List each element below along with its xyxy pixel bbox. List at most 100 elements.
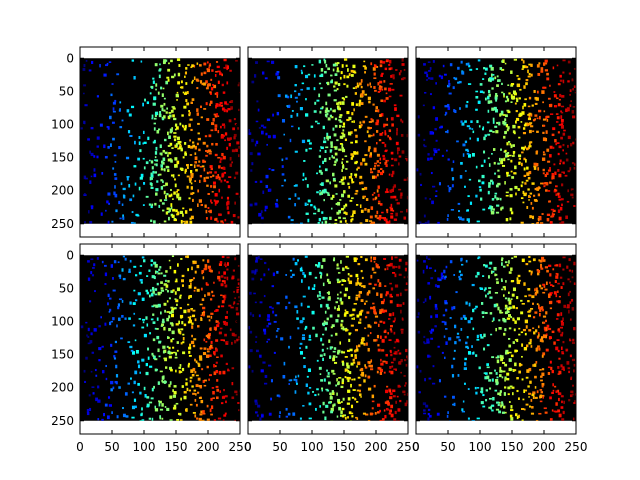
pixel-blob — [319, 190, 321, 192]
pixel-blob — [360, 342, 364, 345]
pixel-blob — [141, 256, 145, 259]
pixel-blob — [164, 309, 166, 313]
pixel-blob — [360, 285, 364, 288]
pixel-blob — [532, 258, 536, 262]
pixel-blob — [223, 67, 227, 69]
pixel-blob — [543, 407, 547, 410]
pixel-blob — [458, 216, 462, 221]
pixel-blob — [385, 59, 389, 62]
pixel-blob — [375, 142, 378, 145]
pixel-blob — [384, 67, 388, 71]
pixel-blob — [322, 160, 324, 165]
pixel-blob — [115, 374, 119, 378]
pixel-blob — [537, 218, 540, 222]
pixel-blob — [560, 125, 564, 129]
pixel-blob — [525, 325, 528, 329]
pixel-blob — [316, 388, 319, 391]
pixel-blob — [484, 97, 487, 101]
pixel-blob — [201, 82, 204, 86]
pixel-blob — [108, 404, 113, 407]
pixel-blob — [208, 149, 212, 153]
pixel-blob — [149, 182, 152, 185]
pixel-blob — [373, 86, 376, 89]
pixel-blob — [192, 144, 196, 148]
pixel-blob — [515, 97, 518, 100]
pixel-blob — [213, 113, 217, 116]
pixel-blob — [332, 404, 335, 408]
pixel-blob — [388, 129, 392, 133]
pixel-blob — [202, 312, 205, 317]
pixel-blob — [538, 304, 540, 308]
pixel-blob — [475, 95, 479, 99]
pixel-blob — [154, 358, 158, 361]
pixel-blob — [214, 115, 218, 118]
pixel-blob — [197, 391, 200, 394]
pixel-blob — [467, 220, 470, 223]
pixel-blob — [151, 275, 155, 279]
pixel-blob — [401, 78, 404, 81]
pixel-blob — [359, 318, 362, 321]
image-background — [80, 255, 240, 421]
pixel-blob — [194, 398, 197, 402]
pixel-blob — [150, 85, 154, 88]
pixel-blob — [133, 265, 137, 268]
pixel-blob — [358, 312, 362, 316]
pixel-blob — [363, 379, 366, 383]
pixel-blob — [481, 311, 485, 315]
pixel-blob — [258, 314, 261, 318]
pixel-blob — [295, 184, 298, 187]
pixel-blob — [446, 149, 448, 152]
pixel-blob — [210, 312, 214, 315]
pixel-blob — [326, 132, 329, 137]
x-tick-label: 50 — [272, 440, 287, 454]
pixel-blob — [371, 407, 374, 410]
pixel-blob — [206, 61, 209, 64]
pixel-blob — [507, 110, 511, 114]
pixel-blob — [423, 138, 426, 141]
pixel-blob — [96, 155, 99, 159]
pixel-blob — [238, 338, 240, 341]
pixel-blob — [542, 396, 545, 399]
pixel-blob — [572, 141, 575, 145]
pixel-blob — [148, 159, 151, 162]
pixel-blob — [160, 289, 165, 292]
pixel-blob — [200, 72, 203, 76]
pixel-blob — [374, 321, 378, 324]
pixel-blob — [377, 185, 380, 189]
pixel-blob — [179, 371, 183, 373]
pixel-blob — [97, 418, 100, 421]
pixel-blob — [534, 102, 538, 105]
pixel-blob — [539, 394, 543, 399]
pixel-blob — [148, 294, 151, 298]
pixel-blob — [152, 313, 155, 316]
pixel-blob — [563, 400, 565, 404]
pixel-blob — [563, 368, 565, 371]
pixel-blob — [429, 157, 433, 161]
pixel-blob — [568, 269, 571, 272]
pixel-blob — [557, 392, 561, 395]
pixel-blob — [84, 221, 86, 224]
pixel-blob — [196, 87, 199, 90]
pixel-blob — [553, 91, 556, 93]
pixel-blob — [402, 302, 405, 305]
pixel-blob — [504, 363, 508, 367]
pixel-blob — [535, 150, 539, 153]
pixel-blob — [99, 64, 101, 68]
pixel-blob — [387, 87, 392, 92]
pixel-blob — [215, 348, 218, 352]
pixel-blob — [217, 70, 221, 73]
pixel-blob — [341, 169, 343, 172]
pixel-blob — [369, 134, 373, 137]
pixel-blob — [546, 172, 549, 176]
pixel-blob — [533, 331, 536, 335]
pixel-blob — [365, 413, 369, 416]
pixel-blob — [210, 185, 213, 188]
pixel-blob — [226, 256, 230, 259]
pixel-blob — [502, 357, 504, 360]
pixel-blob — [386, 159, 390, 162]
pixel-blob — [546, 148, 550, 152]
pixel-blob — [356, 82, 359, 85]
pixel-blob — [346, 349, 350, 352]
pixel-blob — [328, 223, 331, 224]
pixel-blob — [564, 174, 568, 177]
